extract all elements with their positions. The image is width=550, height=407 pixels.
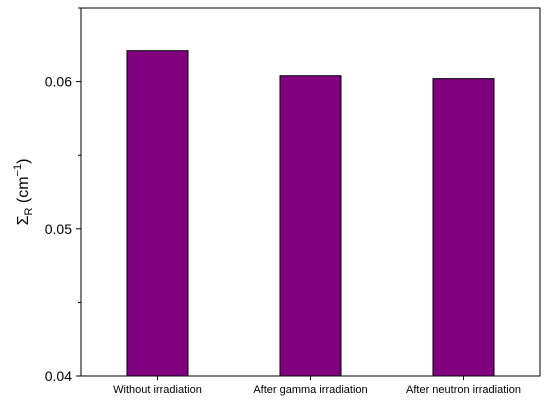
x-tick-label: Without irradiation [113, 384, 202, 396]
y-axis-label-unit-close: ) [15, 159, 32, 164]
plot-area: 0.04 0.05 0.06 Without irradiation After ga… [45, 7, 541, 396]
bar-1 [279, 75, 342, 377]
bar-0 [126, 50, 189, 377]
bar-2 [432, 78, 495, 377]
y-axis-label-subscript: R [23, 208, 35, 216]
y-axis-label-unit-sup: −1 [12, 164, 24, 177]
x-tick-label: After neutron irradiation [406, 384, 521, 396]
x-axis-ticks: Without irradiation After gamma irradiati… [113, 376, 521, 396]
y-tick-label: 0.06 [45, 74, 72, 90]
y-tick-label: 0.05 [45, 221, 72, 237]
y-axis-label: ΣR (cm−1) [12, 159, 35, 226]
y-axis-ticks: 0.04 0.05 0.06 [45, 7, 81, 384]
bars [126, 50, 495, 377]
x-tick-label: After gamma irradiation [253, 384, 367, 396]
y-tick-label: 0.04 [45, 368, 72, 384]
y-axis-label-symbol: Σ [15, 215, 32, 225]
y-axis-label-unit-open: (cm [15, 176, 32, 207]
